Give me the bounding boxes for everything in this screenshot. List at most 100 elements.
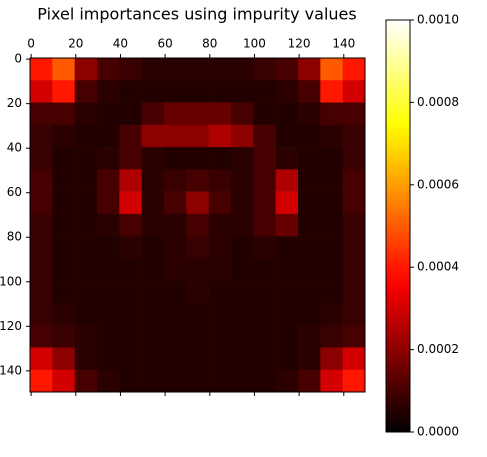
heat-cell — [186, 169, 209, 192]
heat-cell — [208, 280, 232, 304]
heat-cell — [119, 280, 142, 304]
heat-cell — [298, 147, 321, 170]
heat-cell — [186, 80, 209, 103]
heat-cell — [231, 169, 254, 192]
heat-cell — [164, 191, 187, 215]
heat-cell — [253, 213, 276, 237]
x-tick-label: 80 — [202, 37, 217, 51]
heat-cell — [119, 258, 142, 281]
heat-cell — [320, 169, 343, 192]
heat-cell — [253, 302, 276, 326]
heat-cell — [141, 280, 165, 304]
heat-cell — [97, 80, 120, 103]
heat-cell — [30, 236, 53, 259]
heat-cell — [342, 147, 366, 170]
heat-cell — [231, 302, 254, 326]
heat-cell — [97, 169, 120, 192]
heat-cell — [342, 191, 366, 215]
heat-cell — [74, 147, 98, 170]
heat-cell — [141, 147, 165, 170]
heat-cell — [231, 325, 254, 348]
heat-cell — [74, 302, 98, 326]
heat-cell — [275, 280, 299, 304]
heat-cell — [298, 236, 321, 259]
heat-cell — [342, 58, 366, 81]
heat-cell — [208, 369, 232, 393]
heat-cell — [141, 347, 165, 371]
heat-cell — [164, 80, 187, 103]
heat-cell — [320, 347, 343, 371]
colorbar-tick-label: 0.0010 — [417, 13, 459, 27]
heat-cell — [320, 325, 343, 348]
heat-cell — [141, 325, 165, 348]
heat-cell — [141, 302, 165, 326]
heat-cell — [342, 280, 366, 304]
heat-cell — [298, 191, 321, 215]
heat-cell — [231, 213, 254, 237]
heat-cell — [275, 147, 299, 170]
heat-cell — [275, 325, 299, 348]
heat-cell — [342, 169, 366, 192]
heat-cell — [97, 147, 120, 170]
heat-cell — [208, 302, 232, 326]
heat-cell — [275, 213, 299, 237]
heat-cell — [231, 58, 254, 81]
heat-cell — [186, 369, 209, 393]
heat-cell — [74, 80, 98, 103]
heat-cell — [186, 58, 209, 81]
x-tick-label: 100 — [243, 37, 266, 51]
heat-cell — [275, 258, 299, 281]
heat-cell — [320, 191, 343, 215]
heat-cell — [231, 280, 254, 304]
heat-cell — [231, 258, 254, 281]
heat-cell — [275, 369, 299, 393]
heat-cell — [208, 124, 232, 148]
heat-cell — [119, 302, 142, 326]
heat-cell — [141, 258, 165, 281]
heat-cell — [253, 124, 276, 148]
heat-cell — [74, 102, 98, 126]
heat-cell — [141, 191, 165, 215]
heat-cell — [164, 236, 187, 259]
heat-cell — [30, 369, 53, 393]
heat-cell — [208, 80, 232, 103]
heat-cell — [208, 258, 232, 281]
heat-cell — [231, 124, 254, 148]
heat-cell — [186, 302, 209, 326]
heat-cell — [275, 302, 299, 326]
heat-cell — [164, 169, 187, 192]
heat-cell — [52, 258, 75, 281]
heat-cell — [342, 347, 366, 371]
heat-cell — [52, 347, 75, 371]
heat-cell — [320, 124, 343, 148]
heat-cell — [119, 124, 142, 148]
heat-cell — [231, 369, 254, 393]
x-tick-label: 60 — [157, 37, 172, 51]
heat-cell — [30, 169, 53, 192]
heat-cell — [320, 147, 343, 170]
heat-cell — [119, 169, 142, 192]
heat-cell — [52, 58, 75, 81]
plot-frame — [29, 57, 366, 393]
heat-cell — [208, 213, 232, 237]
heat-cell — [119, 325, 142, 348]
heat-cell — [342, 325, 366, 348]
heat-cell — [52, 169, 75, 192]
heat-cell — [164, 147, 187, 170]
heat-cell — [342, 213, 366, 237]
heat-cell — [164, 258, 187, 281]
heat-cell — [119, 347, 142, 371]
heat-cell — [141, 213, 165, 237]
y-tick-label: 100 — [0, 274, 22, 288]
heat-cell — [231, 191, 254, 215]
y-tick-label: 80 — [7, 230, 22, 244]
heat-cell — [320, 58, 343, 81]
heat-cell — [52, 302, 75, 326]
y-tick-label: 0 — [14, 52, 22, 66]
heat-cell — [97, 124, 120, 148]
heat-cell — [186, 147, 209, 170]
heat-cell — [141, 369, 165, 393]
colorbar-tick-label: 0.0006 — [417, 177, 459, 191]
heat-cell — [30, 124, 53, 148]
